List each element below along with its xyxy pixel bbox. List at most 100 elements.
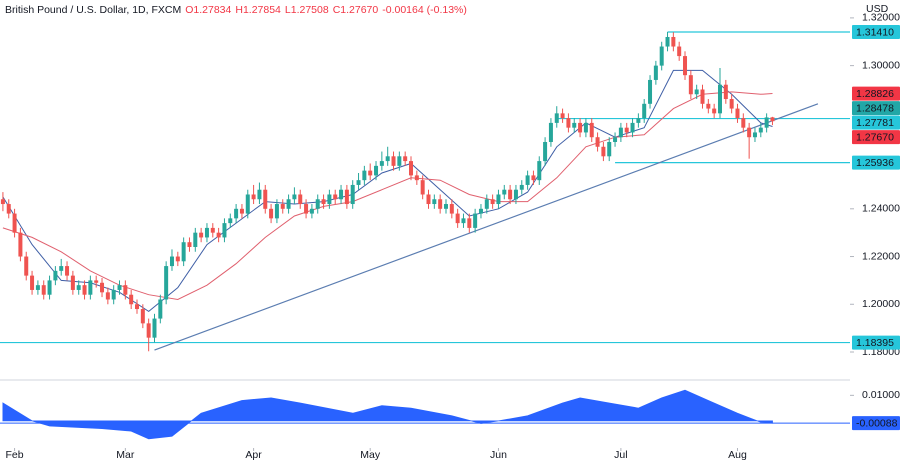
candle-body [583,122,588,133]
candle-body [648,79,653,104]
candle-body [327,194,332,205]
y-tick-label: 1.30000 [862,59,900,71]
candle-body [251,194,256,200]
candle-body [770,117,775,122]
candle-body [496,194,501,205]
candle-body [82,285,87,295]
candle-body [222,223,227,238]
candle-body [758,127,763,133]
price-badge [852,335,900,350]
candle-body [65,266,70,276]
candle-body [257,189,262,200]
candle-body [473,213,478,228]
price-badge-label: 1.27670 [856,131,894,143]
candle-body [204,227,209,238]
candle-body [624,127,629,133]
candle-body [508,189,513,200]
candle-body [432,199,437,205]
candle-body [315,199,320,209]
candle-body [712,108,717,114]
x-tick-label: May [360,449,381,461]
candle-body [152,318,157,338]
candle-body [531,175,536,181]
candle-body [455,213,460,224]
candle-body [659,46,664,66]
price-badge-label: 1.18395 [856,337,894,349]
candle-body [356,180,361,185]
candle-body [374,165,379,176]
candle-body [513,189,518,200]
candle-body [59,266,64,271]
candle-body [729,99,734,109]
candle-body [263,189,268,209]
price-badge-label: 1.28478 [856,102,894,114]
candle-body [653,65,658,80]
candle-body [438,199,443,209]
price-badge-label: -0.00088 [856,417,898,429]
candle-body [478,208,483,214]
candle-body [53,270,58,281]
high: H1.27854 [235,4,281,16]
candle-body [717,84,722,114]
candle-body [47,280,52,295]
chart-header: British Pound / U.S. Dollar, 1D, FXCM O1.… [5,4,467,16]
candle-body [379,161,384,166]
candle-body [683,56,688,76]
price-badge [852,101,900,116]
candle-body [385,156,390,162]
y-tick-label: 0.01000 [862,389,900,401]
candle-body [502,189,507,195]
open: O1.27834 [185,4,231,16]
axis-unit: USD [866,3,889,15]
price-badge [852,416,900,431]
candle-body [199,232,204,238]
candle-body [490,199,495,205]
candle-body [309,208,314,214]
candle-body [537,161,542,181]
candle-body [158,299,163,319]
candle-body [24,256,29,276]
candle-body [274,204,279,219]
candle-body [321,199,326,205]
candle-body [420,180,425,195]
candle-body [344,189,349,205]
candle-body [298,194,303,205]
candle-body [642,103,647,119]
candle-body [0,199,5,205]
candle-body [175,256,180,262]
candle-body [41,285,46,295]
candle-body [117,285,122,290]
candle-body [764,117,769,128]
candle-body [397,156,402,166]
candle-body [76,285,81,290]
candle-body [70,275,75,290]
candle-body [210,227,215,233]
moving-average [2,69,773,313]
price-badge [852,86,900,101]
candle-body [228,218,233,224]
candle-body [548,122,553,142]
candle-body [665,36,670,47]
x-tick-label: Feb [6,449,24,461]
candle-body [426,194,431,205]
candle-body [304,204,309,214]
candle-body [618,127,623,138]
candle-body [443,204,448,209]
candle-body [543,141,548,162]
x-tick-label: Aug [728,449,747,461]
candle-body [286,199,291,209]
low: L1.27508 [285,4,329,16]
candle-body [677,46,682,57]
candle-body [578,122,583,133]
candle-body [280,204,285,209]
price-badge [852,155,900,170]
candle-body [391,156,396,166]
candle-body [169,256,174,267]
close: C1.27670 [333,4,379,16]
candle-body [723,84,728,100]
oscillator-area [2,389,773,440]
candle-body [595,137,600,147]
price-badge-label: 1.31410 [856,26,894,38]
x-tick-label: Jul [614,449,627,461]
